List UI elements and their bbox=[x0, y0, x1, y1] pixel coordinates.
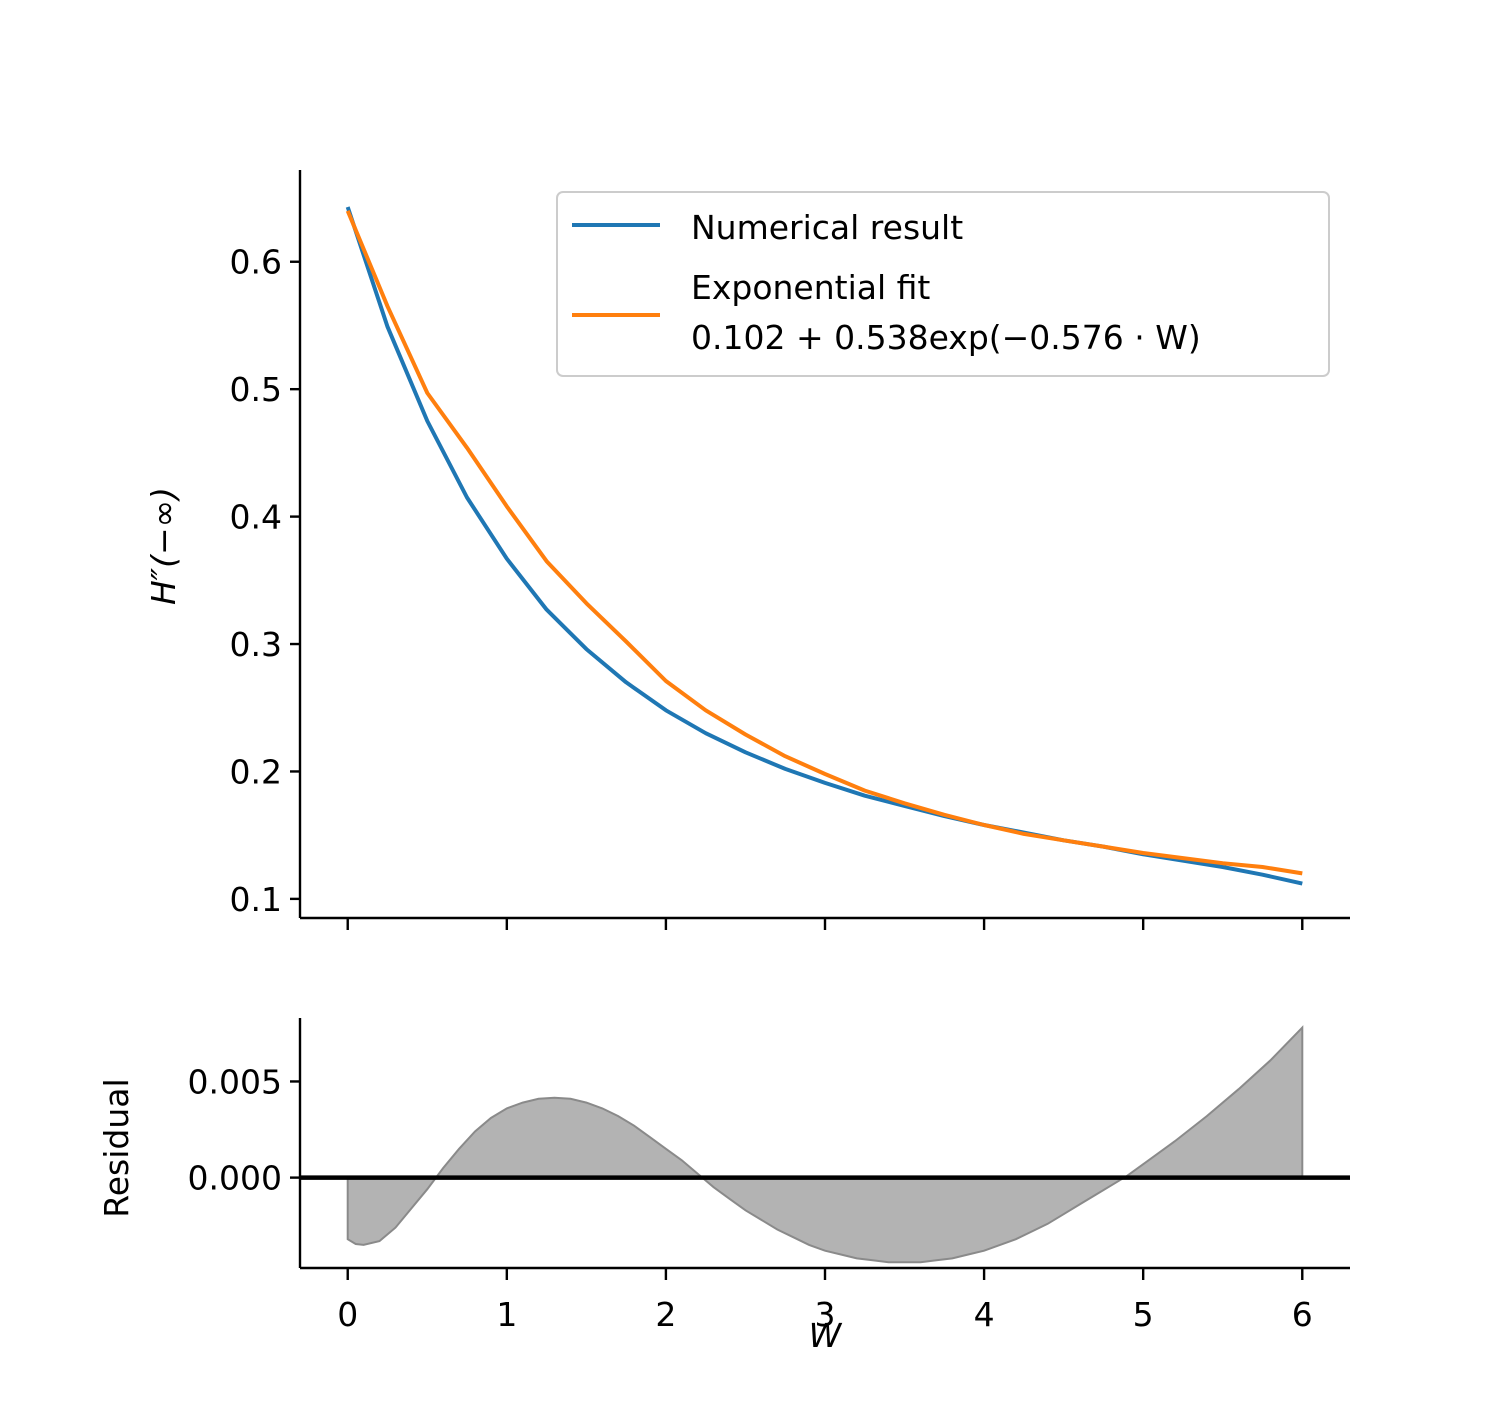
main-plot-area bbox=[345, 206, 1303, 886]
y-tick-label: 0.2 bbox=[230, 752, 282, 791]
residual-y-axis-label: Residual bbox=[97, 1078, 136, 1217]
y-tick-label: 0.005 bbox=[188, 1062, 282, 1101]
legend-label-numerical: Numerical result bbox=[691, 208, 963, 247]
legend: Numerical result Exponential fit 0.102 +… bbox=[556, 191, 1330, 377]
main-y-axis-ticks: 0.1 0.2 0.3 0.4 0.5 0.6 bbox=[230, 243, 300, 919]
residual-area bbox=[346, 1025, 1304, 1264]
residual-plot-panel: 0.000 0.005 0 1 2 3 4 5 6 Residual W bbox=[97, 1018, 1350, 1355]
x-tick-label: 4 bbox=[974, 1295, 995, 1334]
y-tick-label: 0.3 bbox=[230, 625, 282, 664]
residual-x-axis-ticks: 0 1 2 3 4 5 6 bbox=[337, 1268, 1313, 1334]
x-axis-label: W bbox=[809, 1316, 843, 1355]
x-tick-label: 2 bbox=[655, 1295, 676, 1334]
x-tick-label: 6 bbox=[1292, 1295, 1313, 1334]
legend-label-fit-formula: 0.102 + 0.538exp(−0.576 · W) bbox=[691, 318, 1201, 357]
y-tick-label: 0.4 bbox=[230, 498, 282, 537]
y-tick-label: 0.6 bbox=[230, 243, 282, 282]
main-plot-panel: 0.1 0.2 0.3 0.4 0.5 0.6 H″(−∞) Numerical resu… bbox=[144, 170, 1350, 930]
main-y-axis-label: H″(−∞) bbox=[144, 487, 183, 605]
residual-plot-area bbox=[300, 1025, 1350, 1264]
legend-label-fit: Exponential fit bbox=[691, 268, 930, 307]
residual-y-axis-ticks: 0.000 0.005 bbox=[188, 1062, 300, 1198]
legend-frame bbox=[556, 191, 1330, 377]
x-tick-label: 3 bbox=[815, 1295, 836, 1334]
x-tick-label: 5 bbox=[1133, 1295, 1154, 1334]
main-x-axis-ticks bbox=[346, 918, 1304, 930]
y-tick-label: 0.1 bbox=[230, 880, 282, 919]
y-tick-label: 0.000 bbox=[188, 1159, 282, 1198]
y-tick-label: 0.5 bbox=[230, 370, 282, 409]
exponential-fit-line bbox=[345, 210, 1303, 876]
x-tick-label: 1 bbox=[496, 1295, 517, 1334]
x-tick-label: 0 bbox=[337, 1295, 358, 1334]
